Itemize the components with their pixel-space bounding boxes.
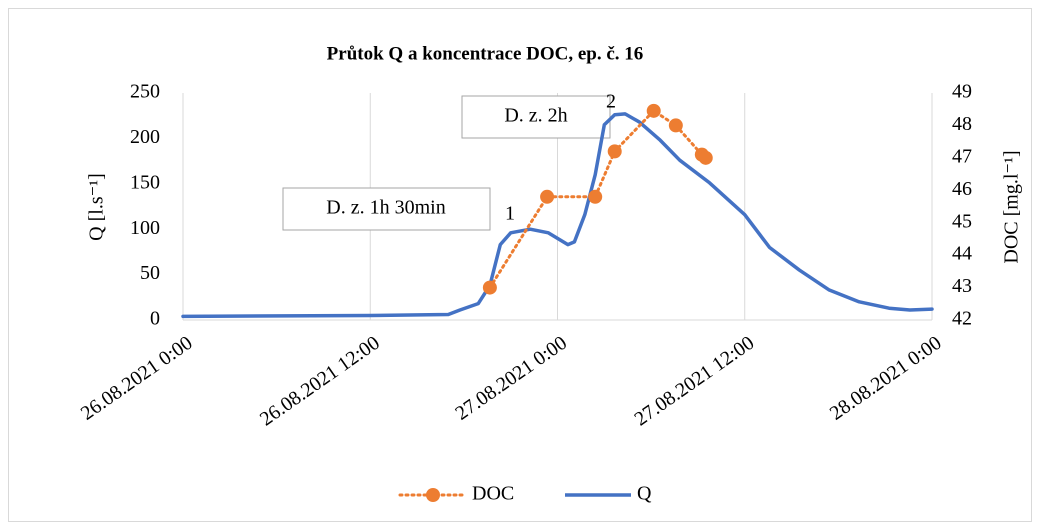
- y-tick-label: 200: [130, 126, 160, 148]
- annotation-box: [282, 187, 491, 231]
- data-point: [698, 150, 713, 165]
- y-tick-label: 150: [130, 171, 160, 193]
- y2-axis-label: DOC [mg.l⁻¹]: [1001, 150, 1023, 263]
- y-axis-label: Q [l.s⁻¹]: [86, 173, 108, 241]
- y2-tick-label: 47: [952, 145, 972, 167]
- y2-tick-label: 42: [952, 308, 972, 330]
- y2-tick-label: 43: [952, 275, 972, 297]
- legend: DOC Q: [398, 483, 652, 505]
- legend-label: Q: [637, 483, 652, 505]
- y2-tick-label: 46: [952, 178, 972, 200]
- legend-label: DOC: [472, 483, 514, 505]
- annotation: D. z. 1h 30min: [326, 197, 445, 219]
- y2-tick-label: 48: [952, 113, 972, 135]
- data-point: [482, 280, 497, 295]
- data-point: [540, 189, 555, 204]
- y2-tick-label: 49: [952, 81, 972, 103]
- y-tick-label: 0: [150, 308, 160, 330]
- y-tick-label: 250: [130, 81, 160, 103]
- y2-tick-label: 45: [952, 210, 972, 232]
- y2-tick-label: 44: [952, 243, 972, 265]
- y-tick-label: 50: [140, 262, 160, 284]
- data-point: [646, 103, 661, 118]
- legend-marker: [426, 488, 440, 502]
- chart-border: [8, 8, 1032, 522]
- data-point: [668, 118, 683, 133]
- data-point: [607, 144, 622, 159]
- y-tick-label: 100: [130, 217, 160, 239]
- annotation: 2: [606, 91, 616, 113]
- chart-title: Průtok Q a koncentrace DOC, ep. č. 16: [327, 43, 644, 64]
- annotation: D. z. 2h: [504, 105, 567, 127]
- data-point: [588, 189, 603, 204]
- annotation: 1: [505, 203, 515, 225]
